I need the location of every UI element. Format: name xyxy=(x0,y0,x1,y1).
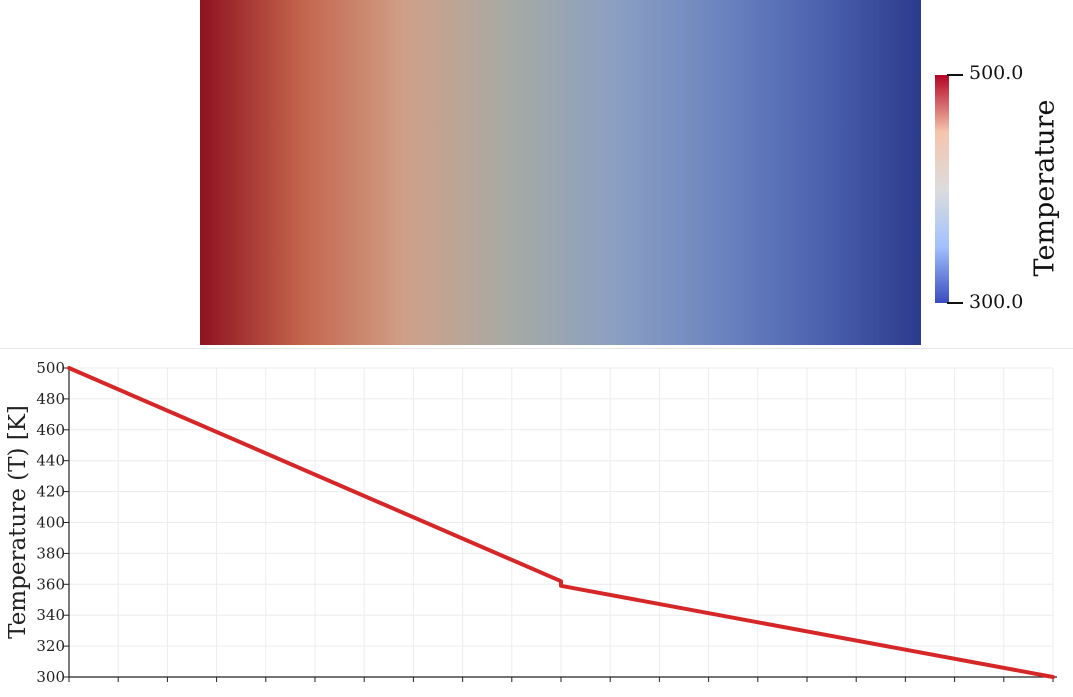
view-divider xyxy=(0,348,1073,349)
y-tick-label: 380 xyxy=(36,544,65,562)
chart-axes xyxy=(68,366,1057,678)
render-view[interactable]: 500.0 300.0 Temperature xyxy=(0,0,1073,348)
colorbar-min-tick xyxy=(947,302,963,304)
chart-ticks: 300 320 340 360 380 400 420 440 460 480 500 xyxy=(36,359,1054,686)
y-tick-label: 500 xyxy=(36,359,65,377)
y-tick-label: 400 xyxy=(36,514,65,532)
y-tick-label: 420 xyxy=(36,483,65,501)
colorbar xyxy=(935,75,949,303)
y-tick-label: 340 xyxy=(36,606,65,624)
y-tick-label: 320 xyxy=(36,637,65,655)
y-tick-label: 440 xyxy=(36,452,65,470)
temperature-field-slab xyxy=(200,0,921,345)
line-chart[interactable]: 300 320 340 360 380 400 420 440 460 480 500 Temper… xyxy=(0,349,1073,697)
y-tick-label: 460 xyxy=(36,421,65,439)
y-tick-label: 300 xyxy=(36,668,65,686)
y-tick-label: 360 xyxy=(36,575,65,593)
chart-grid xyxy=(68,367,1054,678)
y-axis-label: Temperature (T) [K] xyxy=(5,405,31,639)
colorbar-min-label: 300.0 xyxy=(969,291,1024,313)
chart-series xyxy=(67,366,1055,679)
colorbar-max-tick xyxy=(947,74,963,76)
series-line-0 xyxy=(67,366,1055,679)
colorbar-max-label: 500.0 xyxy=(969,62,1024,84)
colorbar-title: Temperature xyxy=(1029,99,1061,277)
y-tick-label: 480 xyxy=(36,390,65,408)
